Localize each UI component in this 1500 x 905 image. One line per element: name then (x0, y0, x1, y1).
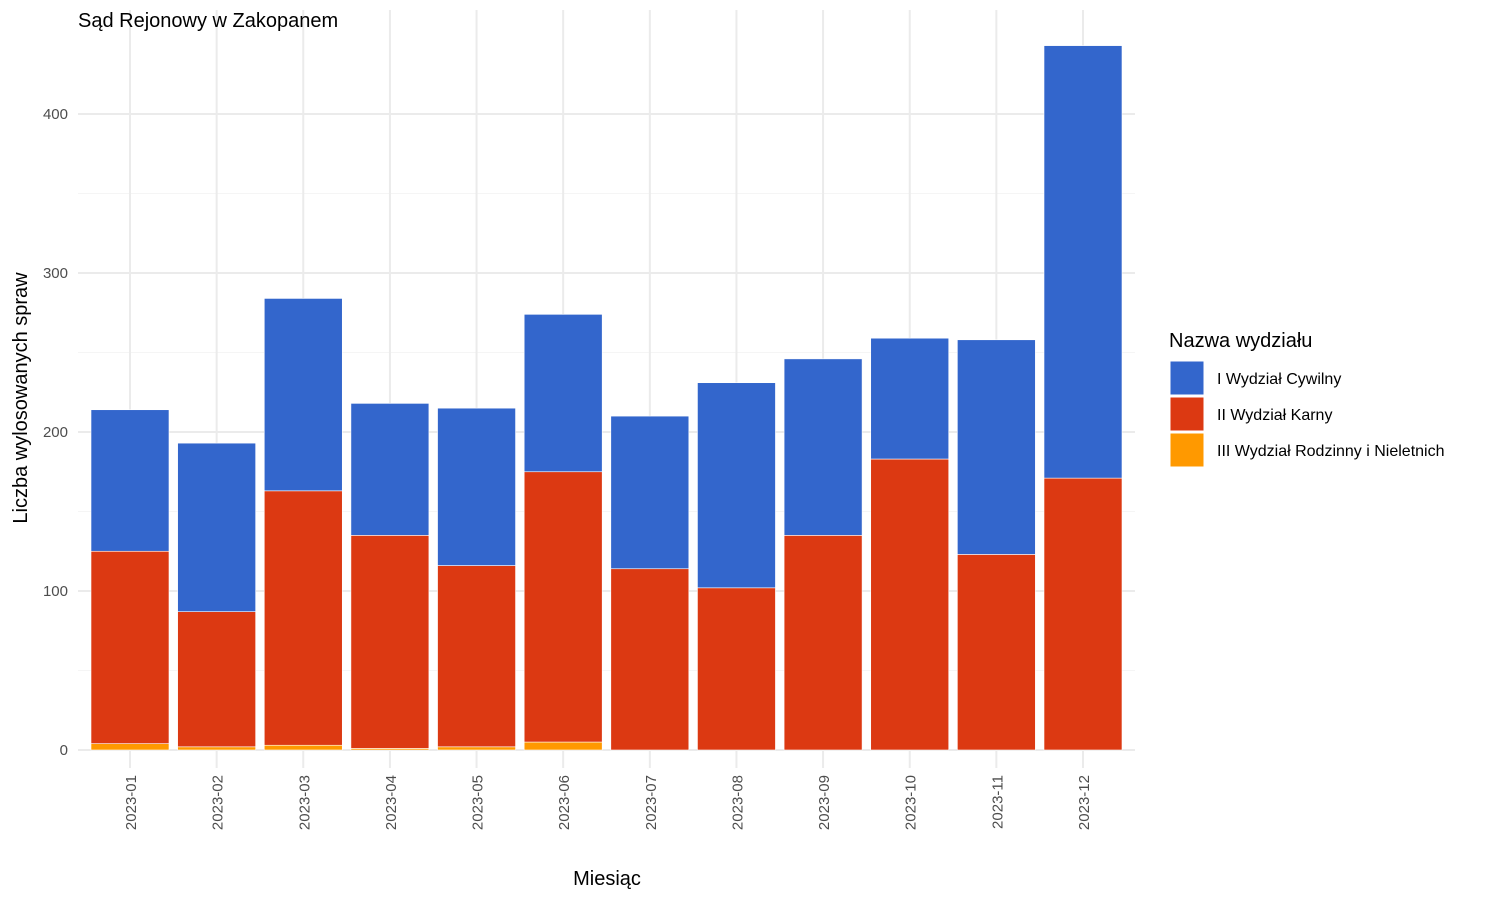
bar-segment (957, 554, 1036, 751)
bar-segment (957, 339, 1036, 555)
bar-segment (263, 298, 343, 492)
legend-label: III Wydział Rodzinny i Nieletnich (1217, 443, 1445, 460)
x-tick-label: 2023-08 (729, 775, 746, 830)
bar-segment (437, 565, 516, 748)
bar-segment (350, 535, 430, 749)
x-tick-label: 2023-12 (1076, 775, 1093, 830)
bar-segment (177, 746, 256, 751)
x-tick-label: 2023-04 (383, 775, 400, 830)
legend-key (1169, 360, 1205, 396)
bar-segment (437, 407, 516, 566)
x-tick-label: 2023-06 (556, 775, 573, 830)
bar-segment (350, 403, 430, 536)
legend-label: II Wydział Karny (1217, 407, 1332, 424)
bar-segment (523, 471, 603, 743)
bar-segment (177, 611, 256, 748)
x-axis-title: Miesiąc (573, 868, 641, 890)
bar-segment (610, 568, 690, 751)
bar-segment (697, 382, 776, 589)
y-tick-label: 400 (43, 106, 68, 123)
bars (90, 45, 1123, 751)
axes: 0 100 200 300 400 2023-01 2023-02 2023-03 2023-0… (43, 106, 1093, 830)
bar-segment (90, 550, 170, 744)
x-tick-label: 2023-03 (296, 775, 313, 830)
bar-segment (1043, 45, 1123, 479)
bar-segment (263, 490, 343, 746)
bar-segment (783, 535, 863, 751)
bar-segment (783, 358, 863, 536)
y-tick-label: 300 (43, 265, 68, 282)
legend-key (1169, 432, 1205, 468)
x-tick-label: 2023-11 (989, 775, 1006, 829)
x-tick-label: 2023-02 (210, 775, 227, 830)
bar-segment (523, 314, 603, 473)
bar-segment (437, 746, 516, 751)
bar-segment (177, 442, 256, 612)
bar-segment (610, 415, 690, 570)
bar-segment (1043, 477, 1123, 751)
bar-segment (90, 743, 170, 751)
y-tick-label: 100 (43, 583, 68, 600)
bar-segment (263, 744, 343, 751)
chart-title: Sąd Rejonowy w Zakopanem (78, 10, 338, 32)
legend-title: Nazwa wydziału (1169, 330, 1312, 352)
bar-segment (697, 587, 776, 751)
y-tick-label: 200 (43, 424, 68, 441)
y-axis-title: Liczba wylosowanych spraw (10, 272, 32, 524)
y-tick-label: 0 (60, 742, 68, 759)
legend-key (1169, 396, 1205, 432)
legend-label: I Wydział Cywilny (1217, 371, 1341, 388)
x-tick-label: 2023-09 (816, 775, 833, 830)
x-tick-label: 2023-05 (470, 775, 487, 830)
bar-segment (90, 409, 170, 552)
legend: Nazwa wydziału I Wydział Cywilny II Wydzi… (1169, 330, 1445, 468)
x-tick-label: 2023-10 (903, 775, 920, 830)
bar-segment (523, 741, 603, 751)
x-tick-label: 2023-01 (123, 775, 140, 830)
bar-segment (870, 458, 950, 751)
x-tick-label: 2023-07 (643, 775, 660, 830)
bar-segment (870, 337, 950, 460)
